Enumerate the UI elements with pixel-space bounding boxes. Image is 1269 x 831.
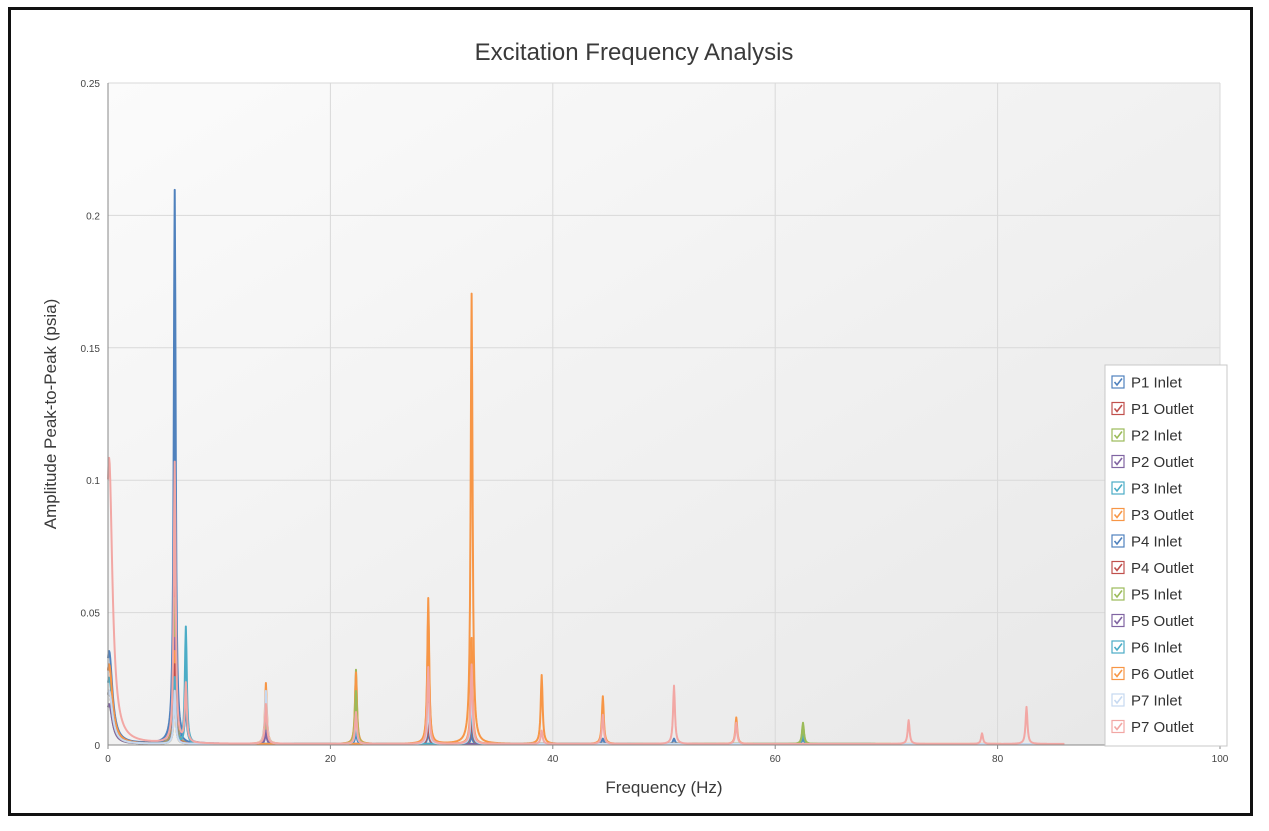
legend-checkbox[interactable] xyxy=(1111,454,1125,469)
legend-checkbox[interactable] xyxy=(1111,587,1125,601)
tick-labels: 0 20 40 60 80 100 0 0.05 0.1 0.15 0.2 0.25 xyxy=(81,79,1229,765)
legend-item-p6-outlet[interactable]: P6 Outlet xyxy=(1111,666,1194,683)
legend-label: P3 Inlet xyxy=(1131,481,1183,498)
axes xyxy=(107,83,1220,746)
legend-checkbox[interactable] xyxy=(1111,613,1125,628)
chart-svg: Excitation Frequency Analysis 0 20 40 60 80 1… xyxy=(41,39,1229,797)
checkmark-icon xyxy=(1113,696,1123,705)
legend-label: P7 Inlet xyxy=(1131,693,1183,710)
series-line-p7-outlet xyxy=(107,456,1065,745)
checkmark-icon xyxy=(1113,431,1123,440)
legend-item-p7-inlet[interactable]: P7 Inlet xyxy=(1111,693,1183,710)
legend-item-p1-outlet[interactable]: P1 Outlet xyxy=(1111,401,1194,418)
checkmark-icon xyxy=(1113,590,1123,599)
plot-area xyxy=(108,83,1220,745)
x-axis-label: Frequency (Hz) xyxy=(605,778,722,797)
legend-checkbox[interactable] xyxy=(1111,666,1125,681)
legend-box xyxy=(1104,364,1228,747)
legend-label: P7 Outlet xyxy=(1131,719,1194,736)
legend-checkbox[interactable] xyxy=(1111,401,1125,416)
legend-item-p6-inlet[interactable]: P6 Inlet xyxy=(1111,640,1183,657)
legend-checkbox[interactable] xyxy=(1111,640,1125,654)
x-tick-label: 20 xyxy=(325,754,337,765)
legend-checkbox[interactable] xyxy=(1111,693,1125,707)
legend: P1 Inlet P1 Outlet P2 Inlet P2 Outlet P3 Inl… xyxy=(1104,364,1228,747)
checkmark-icon xyxy=(1113,616,1123,625)
legend-label: P2 Outlet xyxy=(1131,454,1194,471)
x-tick-label: 100 xyxy=(1212,754,1229,765)
legend-item-p4-outlet[interactable]: P4 Outlet xyxy=(1111,560,1194,577)
legend-checkbox[interactable] xyxy=(1111,719,1125,734)
chart-title: Excitation Frequency Analysis xyxy=(475,39,794,66)
y-tick-label: 0.15 xyxy=(81,344,101,355)
legend-checkbox[interactable] xyxy=(1111,534,1125,548)
legend-label: P4 Inlet xyxy=(1131,534,1183,551)
legend-label: P6 Inlet xyxy=(1131,640,1183,657)
y-tick-label: 0.1 xyxy=(86,476,100,487)
checkmark-icon xyxy=(1113,404,1123,413)
legend-item-p2-outlet[interactable]: P2 Outlet xyxy=(1111,454,1194,471)
legend-item-p4-inlet[interactable]: P4 Inlet xyxy=(1111,534,1183,551)
legend-label: P5 Inlet xyxy=(1131,587,1183,604)
y-tick-label: 0.25 xyxy=(81,79,101,90)
legend-item-p5-inlet[interactable]: P5 Inlet xyxy=(1111,587,1183,604)
legend-checkbox[interactable] xyxy=(1111,507,1125,522)
x-tick-label: 60 xyxy=(770,754,782,765)
legend-item-p3-outlet[interactable]: P3 Outlet xyxy=(1111,507,1194,524)
x-tick-label: 0 xyxy=(105,754,111,765)
checkmark-icon xyxy=(1113,722,1123,731)
legend-label: P3 Outlet xyxy=(1131,507,1194,524)
legend-checkbox[interactable] xyxy=(1111,428,1125,442)
x-tick-label: 80 xyxy=(992,754,1004,765)
legend-checkbox[interactable] xyxy=(1111,481,1125,495)
y-tick-label: 0.2 xyxy=(86,211,100,222)
legend-label: P1 Outlet xyxy=(1131,401,1194,418)
legend-checkbox[interactable] xyxy=(1111,375,1125,389)
checkmark-icon xyxy=(1113,537,1123,546)
checkmark-icon xyxy=(1113,378,1123,387)
legend-item-p5-outlet[interactable]: P5 Outlet xyxy=(1111,613,1194,630)
legend-item-p2-inlet[interactable]: P2 Inlet xyxy=(1111,428,1183,445)
series-layer xyxy=(107,188,1065,745)
checkmark-icon xyxy=(1113,563,1123,572)
legend-label: P2 Inlet xyxy=(1131,428,1183,445)
legend-checkbox[interactable] xyxy=(1111,560,1125,575)
y-tick-label: 0 xyxy=(94,741,100,752)
y-axis-label: Amplitude Peak-to-Peak (psia) xyxy=(41,299,60,530)
checkmark-icon xyxy=(1113,484,1123,493)
chart-frame: Excitation Frequency Analysis 0 20 40 60 80 1… xyxy=(8,7,1253,816)
legend-label: P4 Outlet xyxy=(1131,560,1194,577)
legend-item-p3-inlet[interactable]: P3 Inlet xyxy=(1111,481,1183,498)
x-tick-label: 40 xyxy=(547,754,559,765)
legend-label: P5 Outlet xyxy=(1131,613,1194,630)
y-tick-label: 0.05 xyxy=(81,609,101,620)
checkmark-icon xyxy=(1113,510,1123,519)
checkmark-icon xyxy=(1113,457,1123,466)
checkmark-icon xyxy=(1113,643,1123,652)
legend-label: P1 Inlet xyxy=(1131,375,1183,392)
checkmark-icon xyxy=(1113,669,1123,678)
legend-item-p1-inlet[interactable]: P1 Inlet xyxy=(1111,375,1183,392)
legend-item-p7-outlet[interactable]: P7 Outlet xyxy=(1111,719,1194,736)
legend-label: P6 Outlet xyxy=(1131,666,1194,683)
